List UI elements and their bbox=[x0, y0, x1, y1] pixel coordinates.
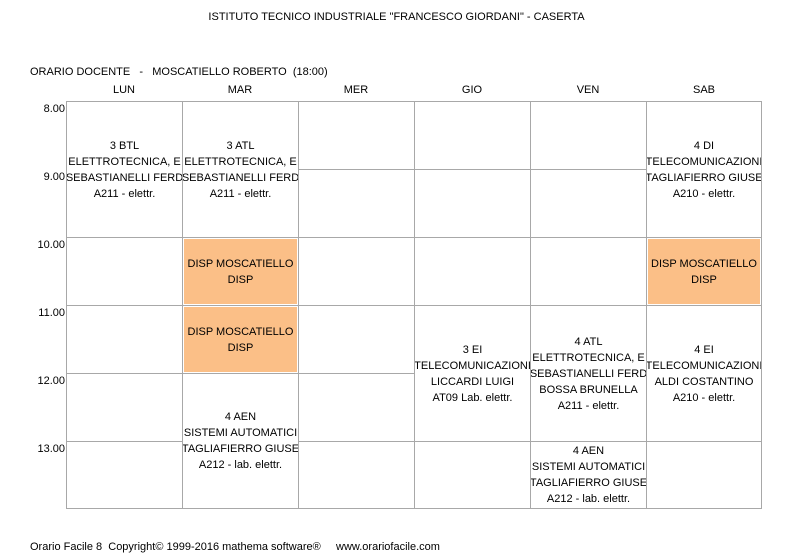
grid-line bbox=[66, 305, 762, 306]
lesson-cell-sab-4: 4 EI TELECOMUNICAZIONI ALDI COSTANTINO A210… bbox=[647, 306, 761, 441]
lesson-cell-lun-1: 3 BTL ELETTROTECNICA, E SEBASTIANELLI FERD… bbox=[67, 102, 182, 237]
teacher-subtitle: ORARIO DOCENTE - MOSCATIELLO ROBERTO (18… bbox=[30, 66, 328, 78]
grid-line bbox=[66, 237, 762, 238]
hour-label: 13.00 bbox=[37, 443, 65, 455]
hour-label: 10.00 bbox=[37, 239, 65, 251]
lesson-cell-mar-3: DISP MOSCATIELLO DISP bbox=[184, 239, 297, 304]
lesson-cell-mar-1: 3 ATL ELETTROTECNICA, E SEBASTIANELLI FERD… bbox=[183, 102, 298, 237]
day-header-ven: VEN bbox=[576, 84, 600, 96]
day-header-gio: GIO bbox=[461, 84, 483, 96]
grid-line bbox=[66, 441, 762, 442]
day-header-lun: LUN bbox=[112, 84, 135, 96]
lesson-cell-gio-4: 3 EI TELECOMUNICAZIONI LICCARDI LUIGI AT09 … bbox=[415, 306, 530, 441]
day-header-mer: MER bbox=[343, 84, 369, 96]
grid-line bbox=[66, 373, 762, 374]
day-header-sab: SAB bbox=[692, 84, 715, 96]
lesson-cell-sab-1: 4 DI TELECOMUNICAZIONI TAGLIAFIERRO GIUSE A… bbox=[647, 102, 761, 237]
day-header-mar: MAR bbox=[227, 84, 253, 96]
grid-line bbox=[66, 169, 762, 170]
page-title: ISTITUTO TECNICO INDUSTRIALE "FRANCESCO … bbox=[208, 11, 585, 23]
lesson-cell-ven-4: 4 ATL ELETTROTECNICA, E SEBASTIANELLI FERD… bbox=[531, 306, 646, 441]
lesson-cell-mar-5: 4 AEN SISTEMI AUTOMATICI TAGLIAFIERRO GIUS… bbox=[183, 374, 298, 508]
lesson-cell-sab-3: DISP MOSCATIELLO DISP bbox=[648, 239, 760, 304]
hour-label: 12.00 bbox=[37, 375, 65, 387]
lesson-cell-ven-6: 4 AEN SISTEMI AUTOMATICI TAGLIAFIERRO GIUS… bbox=[531, 442, 646, 508]
lesson-cell-mar-4: DISP MOSCATIELLO DISP bbox=[184, 307, 297, 372]
hour-label: 11.00 bbox=[38, 307, 65, 319]
copyright-footer: Orario Facile 8 Copyright© 1999-2016 mat… bbox=[30, 541, 440, 553]
hour-label: 9.00 bbox=[43, 171, 65, 183]
hour-label: 8.00 bbox=[43, 103, 65, 115]
